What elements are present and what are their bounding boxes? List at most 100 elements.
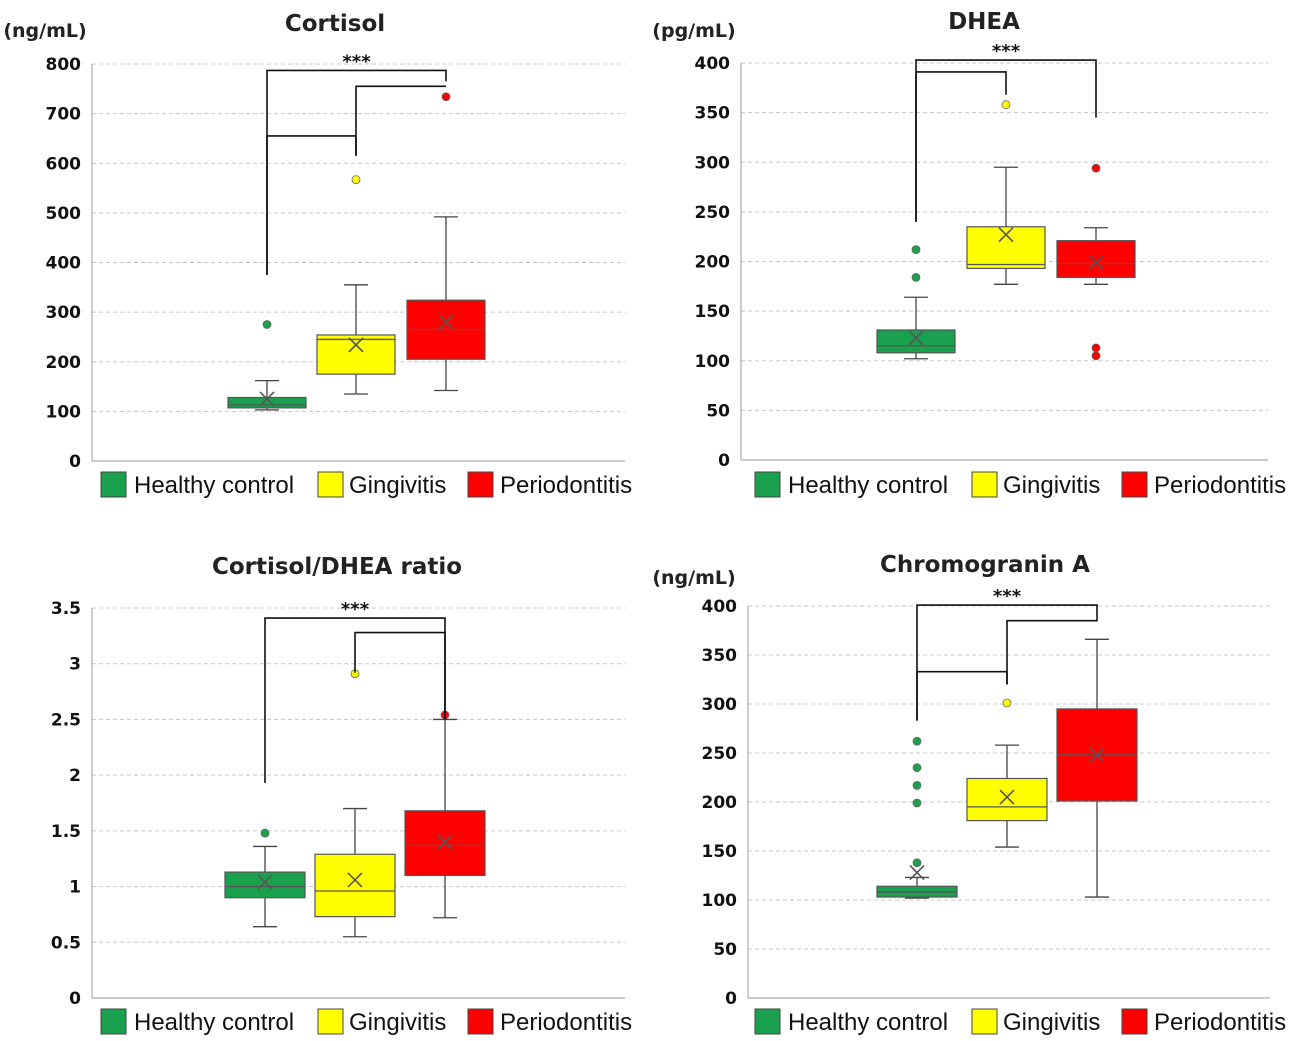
mean-marker — [908, 330, 924, 346]
box-healthy-control — [876, 736, 958, 899]
legend-swatch-gingivitis — [971, 1008, 998, 1035]
iqr-box — [316, 334, 396, 375]
legend-swatch-healthy-control — [100, 471, 127, 498]
y-axis-unit-label: (ng/mL) — [3, 20, 86, 42]
significance-bracket — [354, 631, 446, 720]
chart-panel-2: 0 50 100 150 200 250 300 350 400 DHEA (pg/mL) *** He… — [652, 9, 1286, 499]
y-tick-label: 50 — [706, 401, 730, 421]
legend-swatch-healthy-control — [754, 1008, 781, 1035]
legend-label-periodontitis: Periodontitis — [1154, 472, 1286, 499]
legend-swatch-healthy-control — [100, 1008, 127, 1035]
box-periodontitis — [404, 710, 486, 919]
significance-bracket — [1006, 617, 1098, 685]
y-tick-label: 0 — [725, 989, 737, 1009]
legend-label-gingivitis: Gingivitis — [1003, 472, 1100, 499]
y-tick-label: 200 — [46, 353, 82, 373]
y-tick-label: 200 — [702, 793, 738, 813]
outlier-point — [1001, 100, 1011, 110]
y-tick-label: 0.5 — [51, 933, 81, 953]
mean-marker — [438, 314, 454, 330]
box-gingivitis — [966, 100, 1046, 285]
legend-label-healthy-control: Healthy control — [788, 1009, 948, 1036]
y-tick-label: 300 — [46, 303, 82, 323]
y-tick-label: 700 — [46, 105, 82, 125]
chart-title: Cortisol — [285, 11, 385, 37]
legend-label-periodontitis: Periodontitis — [1154, 1009, 1286, 1036]
outlier-point — [262, 320, 272, 329]
significance-label: *** — [993, 586, 1022, 607]
box-healthy-control — [227, 320, 307, 411]
mean-marker — [259, 391, 275, 407]
y-tick-label: 3 — [69, 655, 81, 675]
box-periodontitis — [1056, 638, 1138, 898]
legend-label-periodontitis: Periodontitis — [500, 1009, 632, 1036]
legend-label-periodontitis: Periodontitis — [500, 472, 632, 499]
legend-label-gingivitis: Gingivitis — [349, 472, 446, 499]
outlier-point — [1002, 698, 1012, 708]
significance-bracket — [355, 85, 446, 156]
mean-marker — [257, 874, 273, 890]
legend-swatch-healthy-control — [754, 471, 781, 498]
legend-label-healthy-control: Healthy control — [788, 472, 948, 499]
mean-marker — [998, 227, 1014, 243]
y-tick-label: 150 — [702, 842, 738, 862]
mean-marker — [1088, 254, 1104, 271]
mean-marker — [348, 337, 364, 353]
legend-swatch-periodontitis — [1121, 1008, 1148, 1035]
legend-swatch-periodontitis — [467, 471, 494, 498]
outlier-point — [911, 272, 921, 282]
outlier-point — [351, 175, 361, 185]
y-tick-label: 300 — [695, 153, 731, 173]
iqr-box — [224, 871, 306, 899]
y-tick-label: 400 — [46, 254, 82, 274]
y-axis-unit-label: (ng/mL) — [652, 567, 735, 589]
significance-bracket — [266, 135, 357, 275]
box-periodontitis — [406, 92, 486, 392]
y-tick-label: 600 — [46, 154, 82, 174]
box-periodontitis — [1056, 163, 1136, 361]
y-tick-label: 150 — [695, 302, 731, 322]
iqr-box — [966, 226, 1046, 270]
significance-bracket — [916, 670, 1008, 721]
y-tick-label: 2 — [69, 766, 81, 786]
box-gingivitis — [966, 698, 1048, 848]
y-tick-label: 350 — [702, 646, 738, 666]
iqr-box — [1056, 240, 1136, 278]
y-tick-label: 3.5 — [51, 599, 81, 619]
outlier-point — [1091, 351, 1101, 361]
outlier-point — [912, 858, 922, 868]
legend-swatch-periodontitis — [467, 1008, 494, 1035]
mean-marker — [347, 872, 363, 888]
outlier-point — [912, 763, 922, 773]
iqr-box — [227, 396, 307, 409]
mean-marker — [909, 864, 925, 881]
y-tick-label: 800 — [46, 55, 82, 75]
chart-panel-1: 0 100 200 300 400 500 600 700 800 Cortisol (ng/mL)… — [3, 11, 632, 499]
y-tick-label: 400 — [702, 597, 738, 617]
y-tick-label: 100 — [46, 402, 82, 422]
y-tick-label: 50 — [713, 940, 737, 960]
chart-title: Chromogranin A — [880, 552, 1090, 578]
significance-label: *** — [341, 599, 370, 620]
y-tick-label: 300 — [702, 695, 738, 715]
y-tick-label: 400 — [695, 54, 731, 74]
chart-panel-4: 0 50 100 150 200 250 300 350 400 Chromogranin A (n… — [652, 552, 1286, 1036]
significance-label: *** — [992, 41, 1021, 62]
y-tick-label: 350 — [695, 104, 731, 124]
chart-title: Cortisol/DHEA ratio — [212, 554, 462, 580]
outlier-point — [441, 92, 451, 102]
outlier-point — [1091, 163, 1101, 173]
y-tick-label: 100 — [702, 891, 738, 911]
y-tick-label: 250 — [702, 744, 738, 764]
legend-swatch-gingivitis — [971, 471, 998, 498]
y-tick-label: 0 — [69, 989, 81, 1009]
y-tick-label: 2.5 — [51, 710, 81, 730]
y-tick-label: 1 — [69, 878, 81, 898]
outlier-point — [912, 736, 922, 746]
chart-title: DHEA — [948, 9, 1020, 35]
legend-label-healthy-control: Healthy control — [134, 472, 294, 499]
legend-swatch-periodontitis — [1121, 471, 1148, 498]
mean-marker — [999, 789, 1015, 805]
chart-panel-3: 0 0.5 1 1.5 2 2.5 3 3.5 Cortisol/DHEA ratio *** He… — [51, 554, 632, 1036]
